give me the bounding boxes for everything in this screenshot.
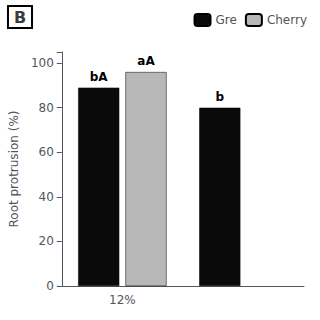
svg-text:B: B [14, 8, 26, 27]
svg-text:60: 60 [39, 145, 54, 159]
svg-text:20: 20 [39, 234, 54, 248]
svg-text:40: 40 [39, 190, 54, 204]
svg-text:Cherry: Cherry [267, 13, 307, 27]
svg-text:b: b [216, 90, 225, 104]
svg-text:bA: bA [90, 70, 109, 84]
svg-text:aA: aA [137, 54, 155, 68]
svg-text:Gre: Gre [216, 13, 237, 27]
svg-text:Root protrusion (%): Root protrusion (%) [7, 111, 21, 228]
svg-text:12%: 12% [109, 293, 136, 307]
svg-text:100: 100 [31, 56, 54, 70]
svg-text:80: 80 [39, 101, 54, 115]
svg-text:0: 0 [46, 279, 54, 293]
